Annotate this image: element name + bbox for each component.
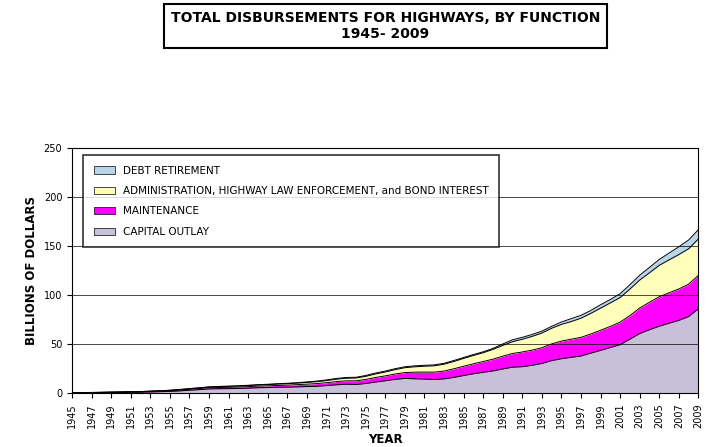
Y-axis label: BILLIONS OF DOLLARS: BILLIONS OF DOLLARS (25, 196, 38, 345)
Text: TOTAL DISBURSEMENTS FOR HIGHWAYS, BY FUNCTION
1945- 2009: TOTAL DISBURSEMENTS FOR HIGHWAYS, BY FUN… (171, 11, 600, 42)
X-axis label: YEAR: YEAR (368, 434, 402, 447)
Legend: DEBT RETIREMENT, ADMINISTRATION, HIGHWAY LAW ENFORCEMENT, and BOND INTEREST, MAI: DEBT RETIREMENT, ADMINISTRATION, HIGHWAY… (84, 155, 499, 247)
